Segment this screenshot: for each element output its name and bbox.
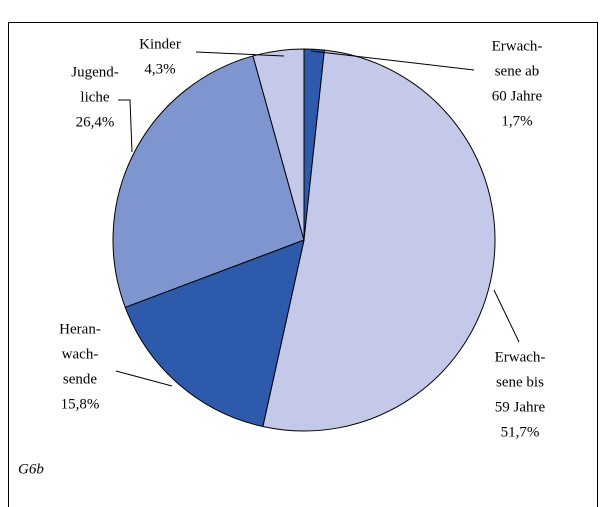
- pie-slice: [252, 48, 305, 241]
- value-label: 51,7%: [501, 424, 540, 440]
- slice-label: Heran-: [59, 321, 101, 337]
- slice-label: Erwach-: [492, 38, 543, 54]
- slice-label: Erwach-: [495, 349, 546, 365]
- footnote: G6b: [18, 461, 44, 477]
- slice-label: Jugend-: [71, 64, 119, 80]
- leader-line: [118, 99, 133, 153]
- value-label: 15,8%: [61, 396, 100, 412]
- leader-line: [115, 370, 173, 387]
- leader-line: [195, 51, 285, 57]
- slice-label: wach-: [62, 346, 99, 362]
- slice-label: Kinder: [139, 36, 181, 52]
- slice-label: 60 Jahre: [492, 88, 543, 104]
- pie-slice: [112, 55, 305, 308]
- slice-label: sende: [63, 371, 97, 387]
- value-label: 4,3%: [144, 61, 175, 77]
- value-label: 1,7%: [501, 113, 532, 129]
- slice-label: 59 Jahre: [495, 399, 546, 415]
- leader-line: [310, 50, 475, 71]
- slice-label: liche: [80, 89, 109, 105]
- frame: [8, 22, 598, 507]
- value-label: 26,4%: [76, 114, 115, 130]
- leader-line: [493, 289, 520, 343]
- pie-slice: [124, 239, 305, 428]
- slice-label: sene bis: [496, 374, 544, 390]
- pie-slice: [262, 49, 496, 432]
- slice-label: sene ab: [495, 63, 540, 79]
